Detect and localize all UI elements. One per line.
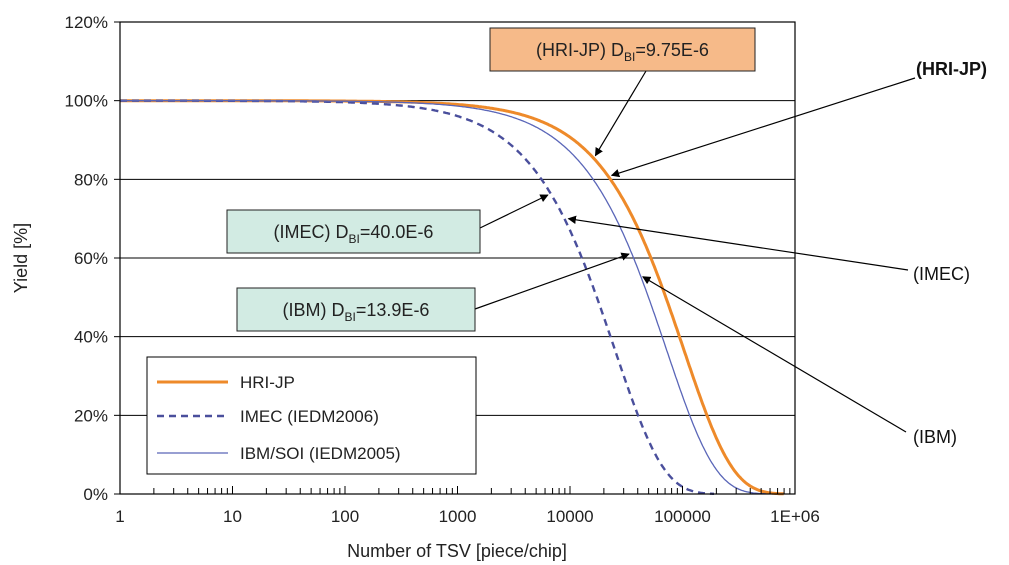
- y-tick-label: 80%: [74, 170, 108, 189]
- arrow-imec-side: [567, 215, 909, 271]
- arrow-imec-callout: [479, 194, 549, 229]
- legend-label-ibm: IBM/SOI (IEDM2005): [240, 444, 401, 463]
- y-tick-label: 120%: [65, 13, 108, 32]
- callout-subscript: BI: [349, 232, 360, 246]
- y-tick-label: 0%: [83, 485, 108, 504]
- callout-suffix: =9.75E-6: [635, 40, 709, 60]
- callout-prefix: (IBM) D: [283, 300, 345, 320]
- x-tick-label: 1: [115, 507, 124, 526]
- y-tick-label: 40%: [74, 328, 108, 347]
- series-line-ibm: [120, 100, 766, 495]
- tick-layer: 0% 20% 40% 60% 80% 100% 120% 1 10 100 1000 10000 100…: [65, 13, 820, 526]
- callout-subscript: BI: [624, 50, 635, 64]
- legend-label-imec: IMEC (IEDM2006): [240, 407, 379, 426]
- y-axis-title: Yield [%]: [11, 223, 31, 293]
- legend: HRI-JP IMEC (IEDM2006) IBM/SOI (IEDM2005…: [146, 356, 477, 475]
- series-layer: [119, 99, 785, 496]
- x-axis-title: Number of TSV [piece/chip]: [347, 541, 567, 561]
- y-tick-label: 60%: [74, 249, 108, 268]
- x-tick-label: 10: [223, 507, 242, 526]
- callout-text-ibm: (IBM) DBI=13.9E-6: [283, 300, 430, 324]
- side-label-hri: (HRI-JP): [916, 59, 987, 79]
- callout-suffix: =13.9E-6: [356, 300, 430, 320]
- x-tick-label: 10000: [546, 507, 593, 526]
- callout-subscript: BI: [345, 310, 356, 324]
- callout-layer: (HRI-JP) DBI=9.75E-6(IMEC) DBI=40.0E-6(I…: [226, 27, 987, 447]
- x-tick-label: 1E+06: [770, 507, 820, 526]
- callout-box-ibm: [236, 287, 476, 332]
- x-tick-label: 100: [331, 507, 359, 526]
- arrow-hri-side: [610, 77, 916, 178]
- x-tick-label: 100000: [654, 507, 711, 526]
- callout-prefix: (IMEC) D: [274, 222, 349, 242]
- legend-box: [146, 356, 477, 475]
- arrow-ibm-side: [642, 276, 907, 433]
- callout-prefix: (HRI-JP) D: [536, 40, 624, 60]
- side-label-ibm: (IBM): [913, 427, 957, 447]
- callout-box-hri: [489, 27, 756, 72]
- legend-label-hri-jp: HRI-JP: [240, 373, 295, 392]
- x-tick-label: 1000: [439, 507, 477, 526]
- side-label-imec: (IMEC): [913, 264, 970, 284]
- callout-text-hri: (HRI-JP) DBI=9.75E-6: [536, 40, 709, 64]
- arrow-hri-callout: [594, 70, 647, 157]
- arrow-ibm-callout: [474, 252, 630, 310]
- callout-box-imec: [226, 209, 481, 254]
- callout-suffix: =40.0E-6: [360, 222, 434, 242]
- y-tick-label: 20%: [74, 406, 108, 425]
- callout-text-imec: (IMEC) DBI=40.0E-6: [274, 222, 434, 246]
- y-tick-label: 100%: [65, 92, 108, 111]
